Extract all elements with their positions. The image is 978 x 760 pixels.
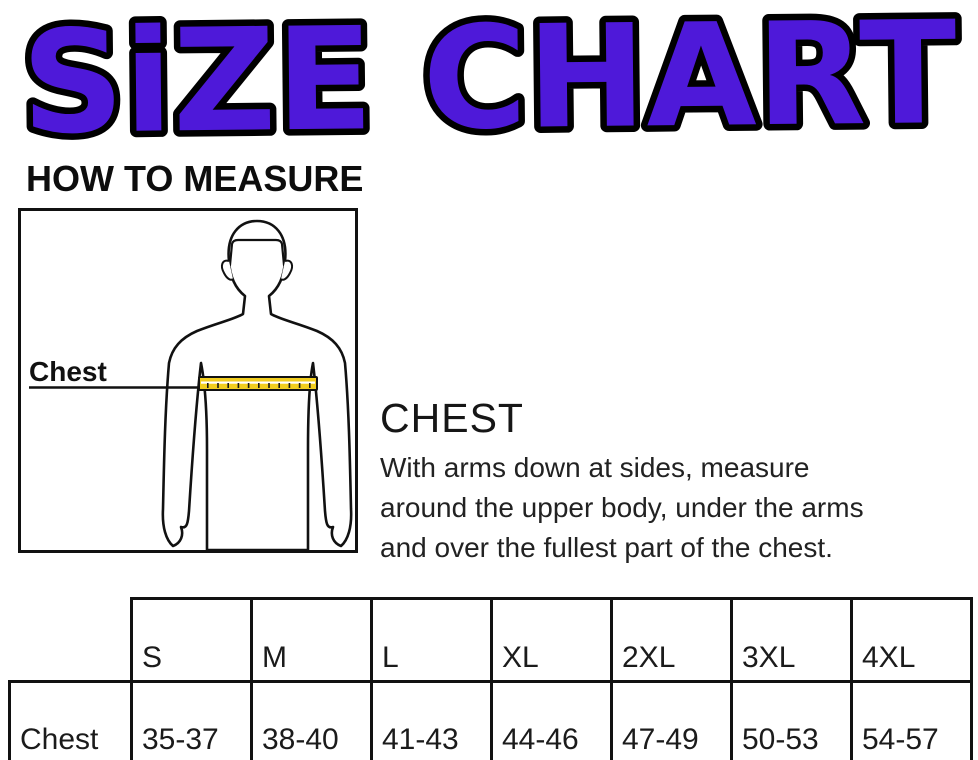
size-header-xl: XL — [490, 597, 613, 683]
measurement-figure-box: Chest — [18, 208, 358, 553]
chest-instructions-line: With arms down at sides, measure — [380, 452, 810, 483]
torso-diagram: Chest — [29, 219, 353, 550]
size-table: S M L XL 2XL 3XL 4XL Chest 35-37 38-40 4… — [8, 597, 973, 760]
chest-section-heading: CHEST — [380, 395, 524, 441]
size-header-3xl: 3XL — [730, 597, 853, 683]
tape-center-stripe — [201, 381, 315, 384]
chest-instructions: With arms down at sides, measure around … — [380, 448, 978, 568]
chest-value-m: 38-40 — [250, 680, 373, 760]
size-header-4xl: 4XL — [850, 597, 973, 683]
chest-instructions-line: around the upper body, under the arms — [380, 492, 864, 523]
chest-instructions-line: and over the fullest part of the chest. — [380, 532, 833, 563]
chest-value-l: 41-43 — [370, 680, 493, 760]
right-ear-icon — [280, 259, 294, 281]
page-title: SiZE CHART — [21, 0, 958, 152]
how-to-measure-heading: HOW TO MEASURE — [26, 158, 364, 199]
hairline-icon — [228, 238, 286, 267]
size-header-2xl: 2XL — [610, 597, 733, 683]
chest-pointer-label: Chest — [29, 356, 107, 387]
chest-value-s: 35-37 — [130, 680, 253, 760]
size-header-s: S — [130, 597, 253, 683]
table-corner-blank — [10, 599, 132, 682]
size-header-row: S M L XL 2XL 3XL 4XL — [10, 597, 973, 683]
chest-value-3xl: 50-53 — [730, 680, 853, 760]
chest-row-label: Chest — [8, 680, 133, 760]
chest-values-row: Chest 35-37 38-40 41-43 44-46 47-49 50-5… — [8, 680, 973, 760]
size-header-m: M — [250, 597, 373, 683]
left-ear-icon — [220, 259, 234, 281]
chest-value-4xl: 54-57 — [850, 680, 973, 760]
chest-value-2xl: 47-49 — [610, 680, 733, 760]
title-banner: SiZE CHART — [14, 0, 964, 152]
size-header-l: L — [370, 597, 493, 683]
chest-value-xl: 44-46 — [490, 680, 613, 760]
